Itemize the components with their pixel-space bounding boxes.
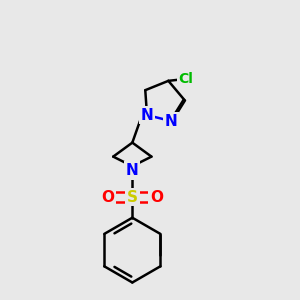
Text: S: S bbox=[127, 190, 138, 205]
Text: O: O bbox=[150, 190, 163, 205]
Text: N: N bbox=[126, 163, 139, 178]
Text: N: N bbox=[165, 114, 178, 129]
Text: O: O bbox=[102, 190, 115, 205]
Text: N: N bbox=[141, 107, 153, 122]
Text: Cl: Cl bbox=[178, 72, 194, 86]
